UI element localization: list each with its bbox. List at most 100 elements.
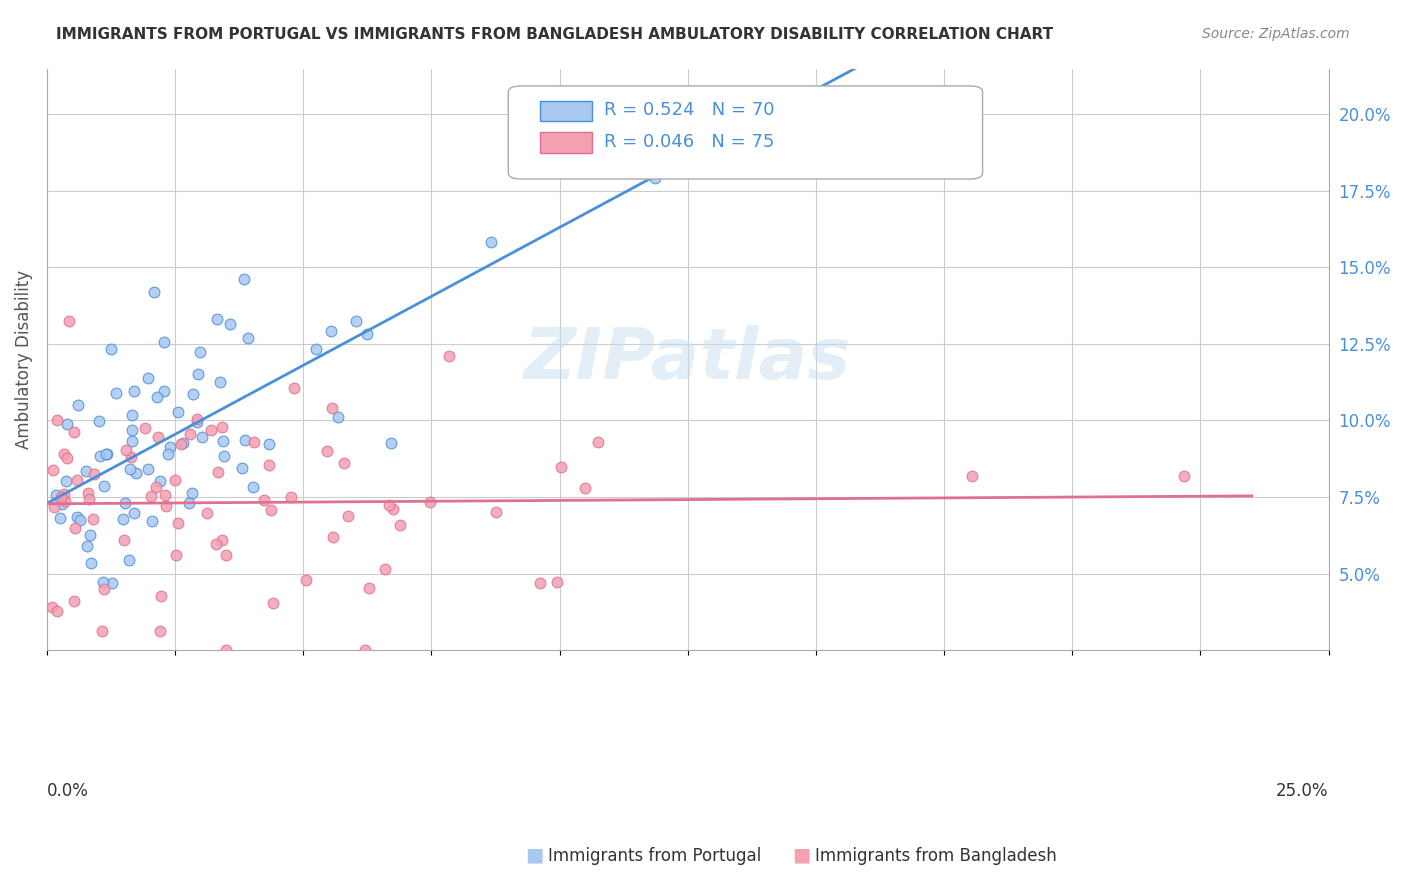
Point <box>112 511 135 525</box>
Point <box>42 463 65 477</box>
Point <box>120 450 142 464</box>
Text: R = 0.524   N = 70: R = 0.524 N = 70 <box>605 102 775 120</box>
Text: ZIPatlas: ZIPatlas <box>524 325 852 393</box>
Point <box>91 624 114 639</box>
Point <box>80 556 103 570</box>
Point <box>146 430 169 444</box>
Point <box>356 326 378 341</box>
Point <box>41 599 63 614</box>
Point <box>166 405 188 419</box>
Point <box>145 390 167 404</box>
Point <box>138 461 160 475</box>
Point <box>93 582 115 596</box>
Point <box>283 381 305 395</box>
Point <box>66 473 89 487</box>
Point <box>321 401 343 415</box>
Point <box>52 447 75 461</box>
Point <box>76 539 98 553</box>
Point <box>1173 468 1195 483</box>
Point <box>55 417 77 432</box>
Point <box>215 643 238 657</box>
Point <box>243 434 266 449</box>
Point <box>419 495 441 509</box>
Point <box>381 502 404 516</box>
Point <box>46 605 69 619</box>
Point <box>186 415 208 429</box>
Point <box>550 460 572 475</box>
Point <box>125 466 148 480</box>
Point <box>380 436 402 450</box>
Point <box>336 509 359 524</box>
Point <box>322 530 344 544</box>
Point <box>118 553 141 567</box>
Text: ■: ■ <box>524 846 544 864</box>
Point <box>177 496 200 510</box>
Point <box>574 481 596 495</box>
Point <box>257 458 280 472</box>
Point <box>305 342 328 356</box>
Point <box>319 324 342 338</box>
Bar <box>540 101 592 120</box>
Point <box>96 447 118 461</box>
Point <box>165 548 187 562</box>
Point <box>354 643 377 657</box>
Point <box>211 420 233 434</box>
Point <box>187 367 209 381</box>
Point <box>51 497 73 511</box>
Point <box>83 467 105 481</box>
Point <box>262 596 284 610</box>
Point <box>58 314 80 328</box>
Point <box>53 487 76 501</box>
Point <box>586 434 609 449</box>
Point <box>79 527 101 541</box>
Point <box>181 387 204 401</box>
Point <box>231 461 253 475</box>
Point <box>124 384 146 399</box>
Text: Immigrants from Portugal: Immigrants from Portugal <box>548 847 762 864</box>
Point <box>479 235 502 249</box>
Point <box>333 456 356 470</box>
Point <box>205 537 228 551</box>
Point <box>484 505 506 519</box>
Text: Immigrants from Bangladesh: Immigrants from Bangladesh <box>815 847 1057 864</box>
Point <box>546 575 568 590</box>
Point <box>211 434 233 448</box>
Point <box>167 516 190 530</box>
Point <box>157 447 180 461</box>
Point <box>359 581 381 595</box>
Point <box>211 533 233 547</box>
Point <box>42 500 65 514</box>
Point <box>134 421 156 435</box>
Point <box>62 425 84 440</box>
Point <box>149 474 172 488</box>
Point <box>112 533 135 548</box>
Point <box>149 589 172 603</box>
Point <box>295 573 318 587</box>
Point <box>143 285 166 300</box>
Bar <box>540 133 592 153</box>
Point <box>233 272 256 286</box>
Point <box>170 436 193 450</box>
Point <box>179 426 201 441</box>
Point <box>141 514 163 528</box>
Point <box>45 488 67 502</box>
Point <box>316 443 339 458</box>
Point <box>644 171 666 186</box>
Text: ■: ■ <box>792 846 811 864</box>
Point <box>389 518 412 533</box>
Point <box>280 491 302 505</box>
Point <box>214 449 236 463</box>
FancyBboxPatch shape <box>509 86 983 179</box>
Point <box>688 106 710 120</box>
Point <box>149 624 172 638</box>
Point <box>344 314 367 328</box>
Point <box>94 447 117 461</box>
Point <box>91 574 114 589</box>
Point <box>114 496 136 510</box>
Point <box>63 521 86 535</box>
Point <box>153 488 176 502</box>
Text: 25.0%: 25.0% <box>1277 781 1329 799</box>
Point <box>118 461 141 475</box>
Point <box>82 512 104 526</box>
Text: R = 0.046   N = 75: R = 0.046 N = 75 <box>605 134 775 152</box>
